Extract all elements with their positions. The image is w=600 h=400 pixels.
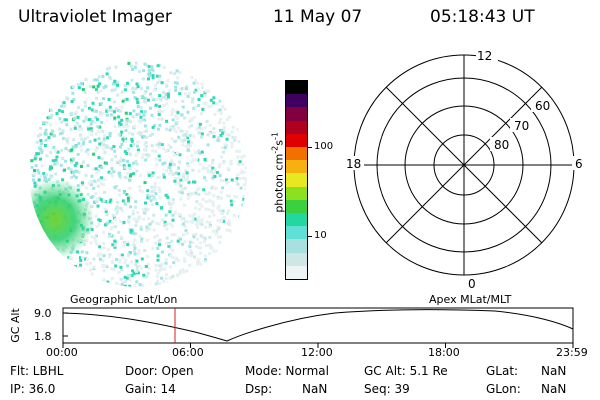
colorbar-band xyxy=(286,173,307,187)
colorbar-band xyxy=(286,199,307,213)
altitude-plot xyxy=(62,307,574,348)
colorbar-band xyxy=(286,186,307,200)
colorbar-tick-100 xyxy=(307,147,312,148)
colorbar-band xyxy=(286,160,307,174)
colorbar-band xyxy=(286,265,307,279)
colorbar-band xyxy=(286,212,307,227)
gain-field: Gain: 14 xyxy=(125,382,176,396)
lat-80-label: 80 xyxy=(494,138,509,152)
ytick-9: 9.0 xyxy=(34,307,52,320)
colorbar-band xyxy=(286,107,307,121)
door-field: Door: Open xyxy=(125,364,194,378)
glat-value: NaN xyxy=(541,364,567,378)
apex-title: Apex MLat/MLT xyxy=(429,293,512,306)
gc-alt-field: GC Alt: 5.1 Re xyxy=(364,364,448,378)
mode-field: Mode: Normal xyxy=(245,364,329,378)
colorbar-band xyxy=(286,81,307,95)
colorbar-band xyxy=(286,133,307,147)
xtick-0000: 00:00 xyxy=(46,346,78,359)
xtick-0600: 06:00 xyxy=(172,346,204,359)
colorbar-band xyxy=(286,226,307,240)
mlt-12-label: 12 xyxy=(477,50,492,63)
glon-value: NaN xyxy=(541,382,567,396)
seq-field: Seq: 39 xyxy=(364,382,410,396)
lat-70-label: 70 xyxy=(514,119,529,133)
ytick-1-8: 1.8 xyxy=(34,330,52,343)
geographic-title: Geographic Lat/Lon xyxy=(70,293,178,306)
flt-field: Flt: LBHL xyxy=(10,364,64,378)
glat-label: GLat: xyxy=(486,364,519,378)
mlt-0-label: 0 xyxy=(468,277,476,290)
date-label: 11 May 07 xyxy=(273,7,363,27)
colorbar-band xyxy=(286,239,307,253)
lat-60-label: 60 xyxy=(535,99,550,113)
time-label: 05:18:43 UT xyxy=(430,7,535,27)
xtick-2359: 23:59 xyxy=(556,346,588,359)
auroral-image xyxy=(29,61,247,287)
instrument-title: Ultraviolet Imager xyxy=(18,7,172,27)
mlt-18-label: 18 xyxy=(346,157,361,171)
ip-field: IP: 36.0 xyxy=(10,382,56,396)
dsp-value: NaN xyxy=(302,382,328,396)
gc-alt-label: GC Alt xyxy=(8,308,22,343)
xtick-1800: 18:00 xyxy=(428,346,460,359)
colorbar-tick-10 xyxy=(307,236,312,237)
colorbar-band xyxy=(286,146,307,161)
colorbar xyxy=(285,80,308,280)
xtick-1200: 12:00 xyxy=(301,346,333,359)
colorbar-label-100: 100 xyxy=(314,141,334,152)
polar-grid: 12 18 6 0 60 70 80 xyxy=(344,50,584,290)
colorbar-band xyxy=(286,94,307,108)
colorbar-label-10: 10 xyxy=(314,230,327,241)
colorbar-unit-label: photon cm-2s-1 xyxy=(270,132,286,213)
mlt-6-label: 6 xyxy=(575,157,583,171)
glon-label: GLon: xyxy=(486,382,521,396)
colorbar-band xyxy=(286,120,307,134)
dsp-label: Dsp: xyxy=(245,382,273,396)
colorbar-band xyxy=(286,252,307,266)
